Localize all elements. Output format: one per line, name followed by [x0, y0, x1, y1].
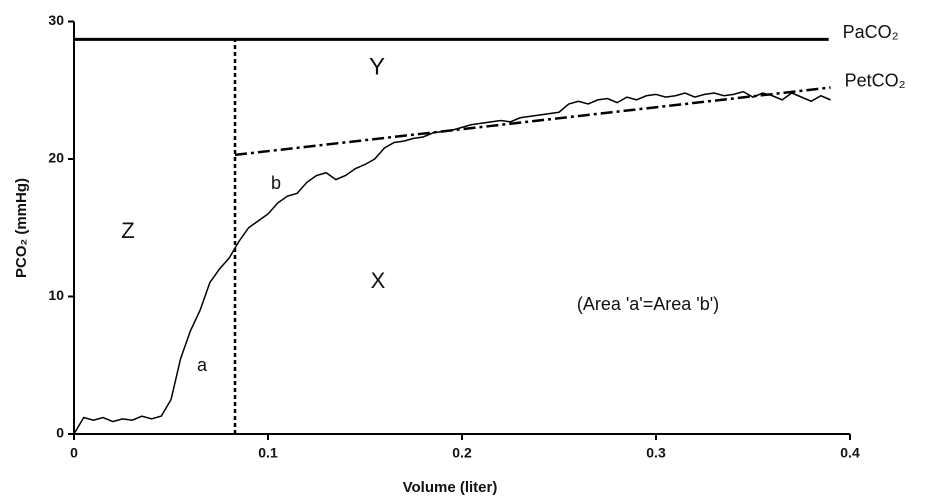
reference-label: PetCO₂ — [845, 70, 906, 90]
x-tick-label: 0.3 — [646, 445, 666, 461]
x-tick-label: 0 — [70, 445, 78, 461]
y-tick-label: 20 — [48, 150, 64, 166]
x-tick-label: 0.4 — [840, 445, 860, 461]
reference-line — [234, 86, 831, 157]
annotation: Y — [369, 53, 385, 80]
capnogram-line — [73, 90, 831, 435]
y-tick-label: 10 — [48, 287, 64, 303]
x-axis-title: Volume (liter) — [403, 479, 498, 496]
annotation: b — [271, 173, 281, 193]
annotation: a — [197, 355, 208, 375]
x-tick-label: 0.1 — [258, 445, 278, 461]
y-tick-label: 0 — [56, 425, 64, 441]
y-axis-title: PCO₂ (mmHg) — [13, 178, 30, 278]
annotation: X — [371, 268, 386, 293]
x-tick-label: 0.2 — [452, 445, 472, 461]
y-tick-label: 30 — [48, 12, 64, 28]
annotation: (Area 'a'=Area 'b') — [577, 294, 719, 314]
annotation: Z — [121, 218, 134, 243]
reference-label: PaCO₂ — [843, 22, 899, 42]
